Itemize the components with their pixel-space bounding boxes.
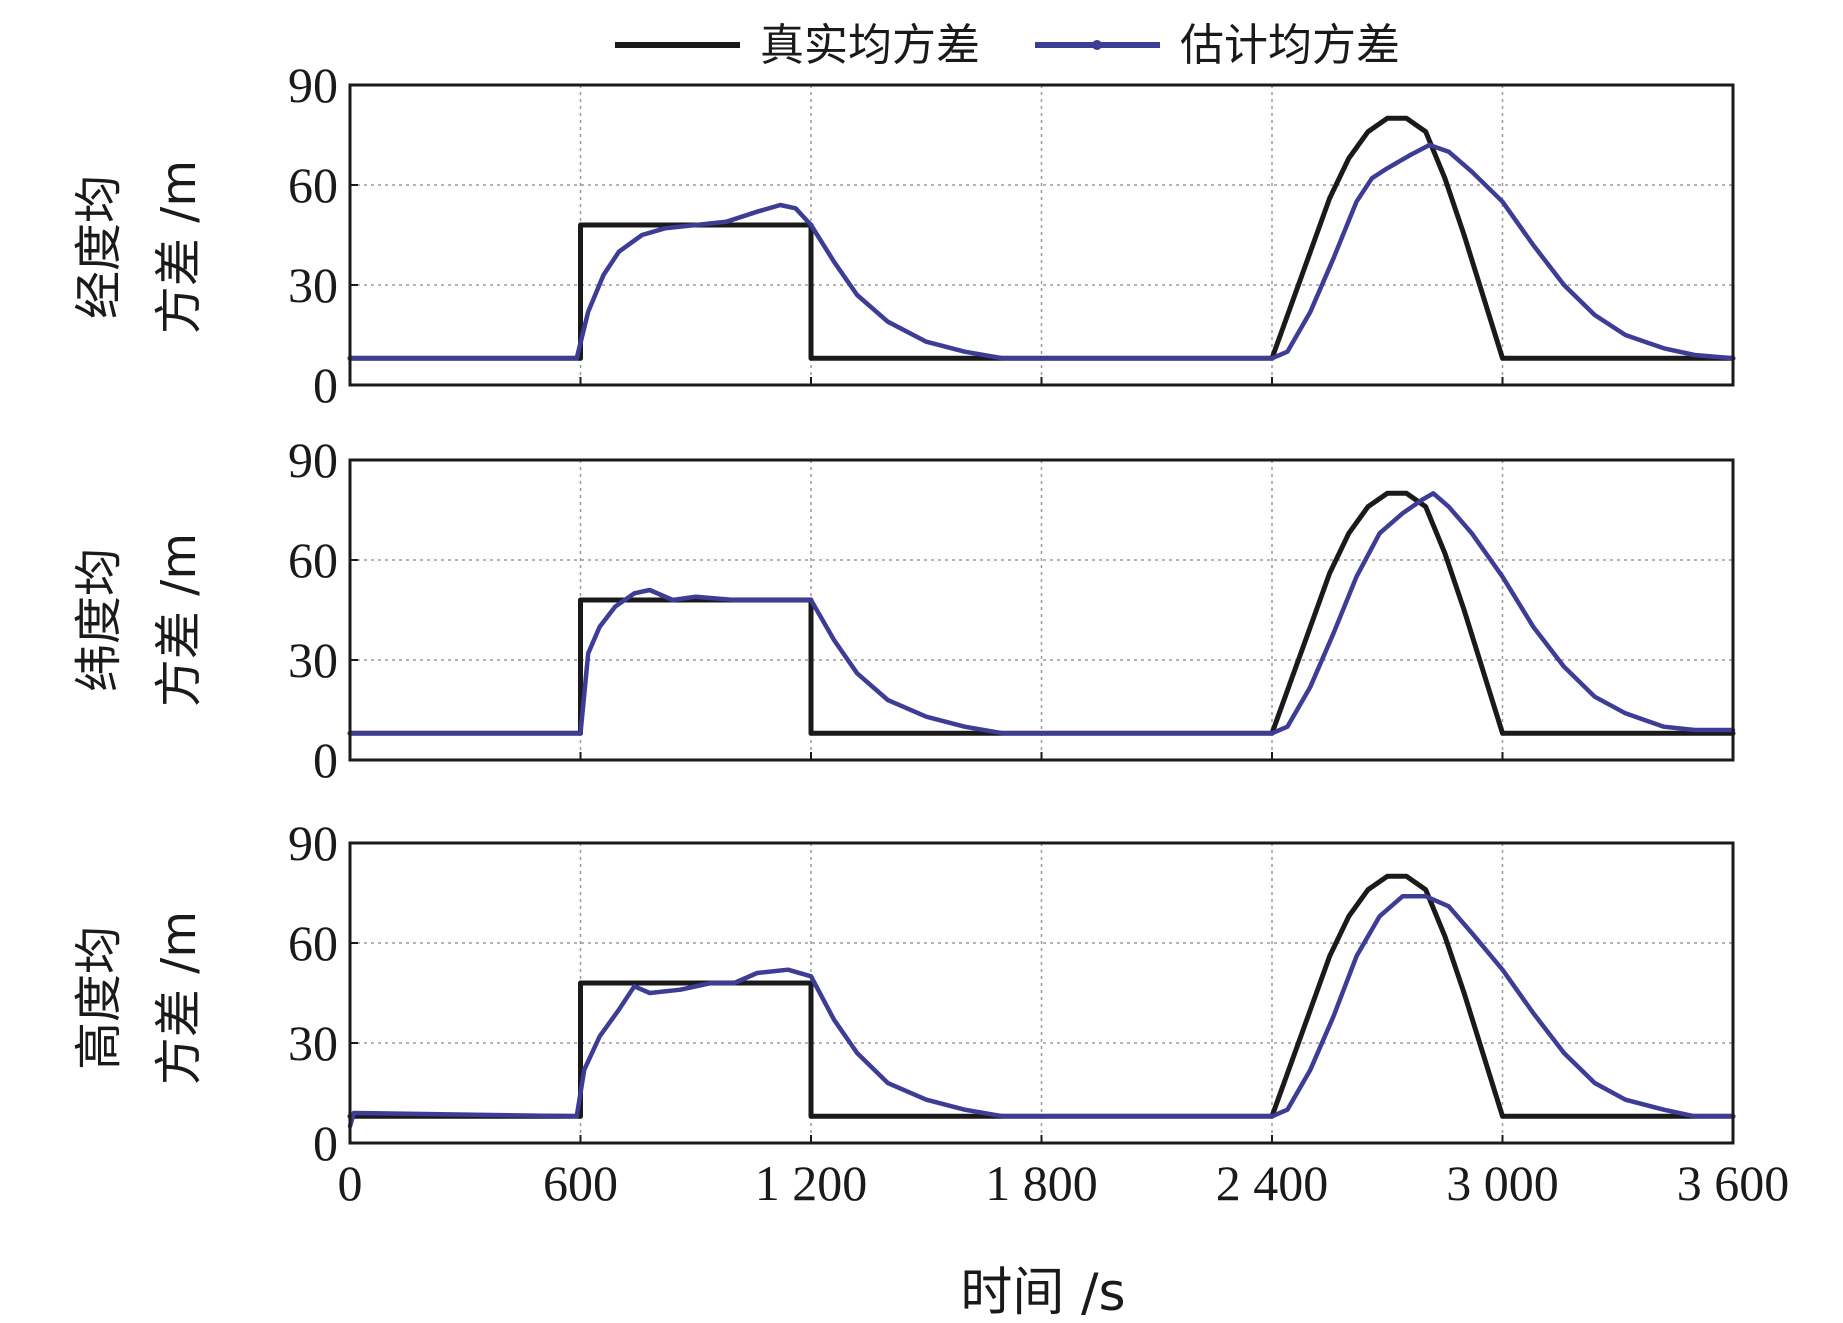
latitude-frame — [348, 458, 1735, 762]
latitude-ytick-label-0: 0 — [313, 732, 338, 788]
latitude-series-estimated — [347, 491, 1736, 736]
ylabel-latitude-line2: 方差 /m — [151, 533, 207, 707]
altitude-ytick-label-90: 90 — [288, 815, 338, 871]
altitude-ytick-label-0: 0 — [313, 1115, 338, 1171]
altitude-frame — [348, 841, 1735, 1145]
ylabel-longitude-line1: 经度均 — [71, 175, 127, 319]
legend-est-label: 估计均方差 — [1180, 20, 1400, 71]
x-tick-label-0: 0 — [338, 1155, 363, 1211]
legend-est-marker — [1092, 40, 1102, 50]
ylabel-latitude: 纬度均 方差 /m — [71, 533, 207, 707]
altitude-ytick-label-60: 60 — [288, 915, 338, 971]
x-tick-label-600: 600 — [543, 1155, 618, 1211]
ylabel-altitude-line1: 高度均 — [71, 926, 127, 1070]
altitude-series-estimated — [347, 894, 1736, 1129]
longitude-ytick-label-30: 30 — [288, 257, 338, 313]
legend: 真实均方差 估计均方差 — [615, 20, 1400, 71]
x-tick-label-3000: 3 000 — [1446, 1155, 1559, 1211]
latitude-ytick-label-90: 90 — [288, 432, 338, 488]
ylabel-latitude-line1: 纬度均 — [71, 548, 127, 692]
latitude-ytick-label-30: 30 — [288, 632, 338, 688]
ylabel-longitude: 经度均 方差 /m — [71, 160, 207, 334]
latitude-ytick-label-60: 60 — [288, 532, 338, 588]
panel-altitude: 0 30 60 90 — [288, 815, 1736, 1171]
longitude-ytick-label-60: 60 — [288, 157, 338, 213]
x-tick-label-1800: 1 800 — [985, 1155, 1098, 1211]
altitude-ytick-label-30: 30 — [288, 1015, 338, 1071]
panel-latitude: 0 30 60 90 — [288, 432, 1736, 788]
x-axis-label: 时间 /s — [960, 1263, 1125, 1323]
ylabel-altitude: 高度均 方差 /m — [71, 911, 207, 1085]
longitude-ytick-label-90: 90 — [288, 57, 338, 113]
ylabel-longitude-line2: 方差 /m — [151, 160, 207, 334]
x-tick-label-2400: 2 400 — [1216, 1155, 1329, 1211]
longitude-series-estimated — [347, 142, 1736, 361]
x-tick-label-1200: 1 200 — [755, 1155, 868, 1211]
longitude-frame — [348, 83, 1735, 387]
longitude-series-true — [347, 115, 1736, 361]
panel-longitude: 0 30 60 90 — [288, 57, 1736, 413]
longitude-ytick-label-0: 0 — [313, 357, 338, 413]
altitude-series-true — [347, 873, 1736, 1119]
x-tick-labels: 0 600 1 200 1 800 2 400 3 000 3 600 — [338, 1155, 1790, 1211]
legend-true-label: 真实均方差 — [760, 20, 980, 71]
ylabel-altitude-line2: 方差 /m — [151, 911, 207, 1085]
x-tick-label-3600: 3 600 — [1677, 1155, 1790, 1211]
